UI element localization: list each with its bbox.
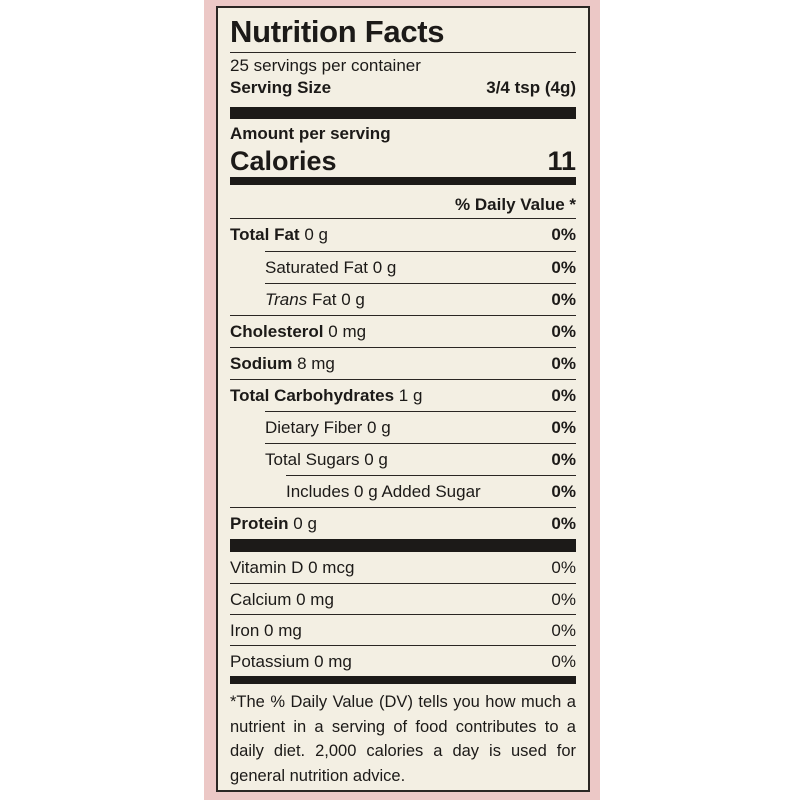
- nutrient-dv: 0%: [551, 386, 576, 405]
- nutrient-prefix: Trans: [265, 290, 308, 309]
- thick-rule: [230, 107, 576, 119]
- vitamin-row: Iron 0 mg 0%: [230, 614, 576, 645]
- vitamin-dv: 0%: [551, 652, 576, 671]
- daily-value-header: % Daily Value *: [230, 185, 576, 219]
- nutrient-name: Fat: [311, 290, 337, 309]
- nutrient-amount: 0 g: [367, 418, 391, 437]
- nutrient-row: Sodium 8 mg 0%: [230, 347, 576, 379]
- calories-label: Calories: [230, 146, 337, 176]
- vitamin-dv: 0%: [551, 621, 576, 640]
- medium-rule: [230, 676, 576, 684]
- nutrient-amount: 0 g: [293, 514, 317, 533]
- nutrient-dv: 0%: [551, 322, 576, 341]
- nutrient-name: Total Fat: [230, 225, 300, 244]
- nutrient-amount: 0 g: [304, 225, 328, 244]
- nutrient-dv: 0%: [551, 225, 576, 244]
- nutrient-row: Dietary Fiber 0 g 0%: [265, 411, 576, 443]
- nutrient-name: Protein: [230, 514, 289, 533]
- thick-rule: [230, 539, 576, 552]
- nutrient-amount: 0 g: [364, 450, 388, 469]
- title: Nutrition Facts: [230, 12, 576, 53]
- nutrient-name: Includes 0 g Added Sugar: [286, 482, 481, 501]
- nutrient-row: Includes 0 g Added Sugar 0%: [286, 475, 576, 507]
- nutrient-name: Saturated Fat: [265, 258, 369, 277]
- calories: Calories 11: [230, 145, 576, 177]
- servings-text: 25 servings per container: [230, 56, 421, 75]
- vitamin-dv: 0%: [551, 558, 576, 577]
- serving-size: Serving Size 3/4 tsp (4g): [230, 77, 576, 99]
- nutrient-name: Sodium: [230, 354, 293, 373]
- nutrient-dv: 0%: [551, 290, 576, 309]
- nutrient-dv: 0%: [551, 418, 576, 437]
- vitamin-row: Vitamin D 0 mcg 0%: [230, 552, 576, 583]
- servings: 25 servings per container: [230, 55, 576, 77]
- vitamin-row: Calcium 0 mg 0%: [230, 583, 576, 614]
- nutrient-dv: 0%: [551, 514, 576, 533]
- nutrient-row: Total Carbohydrates 1 g 0%: [230, 379, 576, 411]
- nutrient-dv: 0%: [551, 450, 576, 469]
- medium-rule: [230, 177, 576, 185]
- nutrient-row: Saturated Fat 0 g 0%: [265, 251, 576, 283]
- calories-value: 11: [547, 146, 576, 176]
- vitamin-dv: 0%: [551, 590, 576, 609]
- nutrient-amount: 0 mg: [328, 322, 367, 341]
- amount-per-serving: Amount per serving: [230, 119, 576, 145]
- serving-size-label: Serving Size: [230, 78, 332, 97]
- serving-size-value: 3/4 tsp (4g): [486, 78, 576, 97]
- nutrient-amount: 8 mg: [297, 354, 335, 373]
- nutrient-dv: 0%: [551, 354, 576, 373]
- nutrient-row: Protein 0 g 0%: [230, 507, 576, 539]
- nutrient-amount: 0 g: [341, 290, 365, 309]
- nutrient-name: Total Sugars: [265, 450, 360, 469]
- nutrient-amount: 0 g: [372, 258, 397, 277]
- nutrient-row: Total Fat 0 g 0%: [230, 219, 576, 251]
- vitamin-name: Calcium 0 mg: [230, 590, 334, 609]
- nutrient-amount: 1 g: [398, 386, 423, 405]
- nutrient-name: Cholesterol: [230, 322, 324, 341]
- nutrient-dv: 0%: [551, 258, 576, 277]
- nutrient-name: Total Carbohydrates: [230, 386, 395, 405]
- nutrient-row: Cholesterol 0 mg 0%: [230, 315, 576, 347]
- vitamin-row: Potassium 0 mg 0%: [230, 645, 576, 676]
- nutrient-row: Trans Fat 0 g 0%: [265, 283, 576, 315]
- nutrient-row: Total Sugars 0 g 0%: [265, 443, 576, 475]
- amount-text: Amount per serving: [230, 124, 391, 143]
- nutrient-name: Dietary Fiber: [265, 418, 363, 437]
- vitamin-name: Potassium 0 mg: [230, 652, 352, 671]
- nutrient-dv: 0%: [551, 482, 576, 501]
- vitamin-name: Vitamin D 0 mcg: [230, 558, 355, 577]
- vitamin-name: Iron 0 mg: [230, 621, 302, 640]
- nutrition-label: Nutrition Facts 25 servings per containe…: [216, 6, 590, 792]
- footnote: *The % Daily Value (DV) tells you how mu…: [230, 693, 576, 785]
